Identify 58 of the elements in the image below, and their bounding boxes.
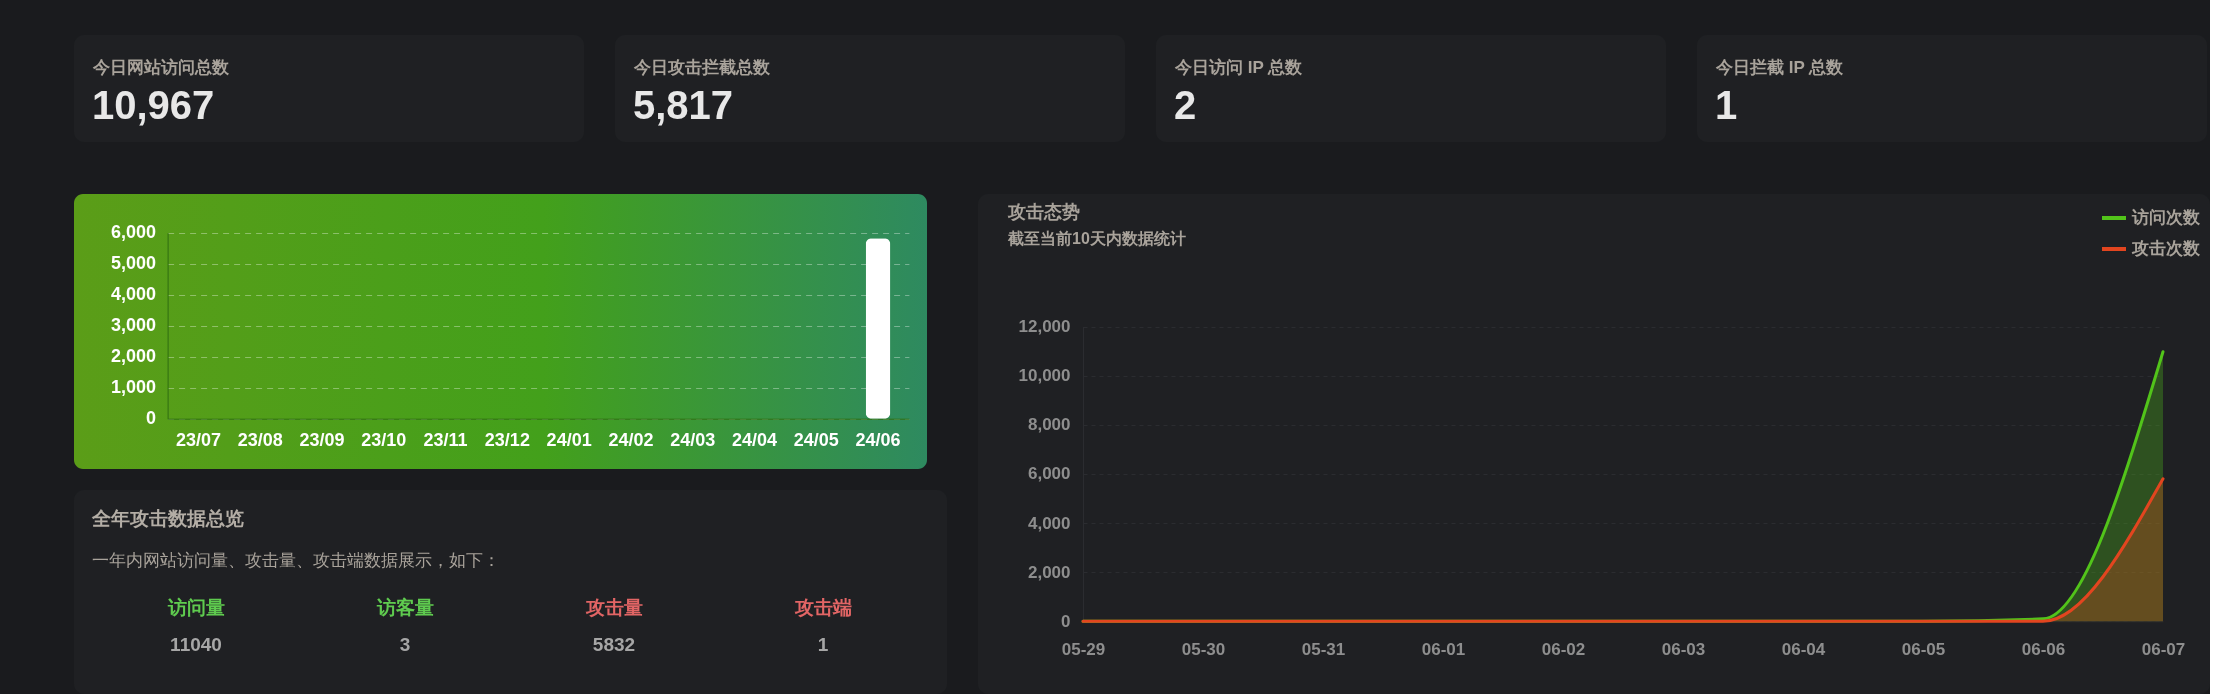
text: 11040: [170, 634, 222, 655]
x-tick-label: 06-07: [2141, 639, 2186, 659]
y-tick-label: 12,000: [1018, 317, 1071, 336]
x-tick-label: 06-01: [1421, 639, 1466, 659]
text: 1: [1715, 83, 1738, 127]
y-tick-label: 2,000: [1027, 562, 1071, 582]
category-label: 访客量: [375, 597, 434, 618]
y-tick-label: 0: [146, 408, 157, 429]
y-tick-label: 5,000: [111, 253, 157, 274]
category-label: 攻击端: [793, 597, 852, 618]
category-label: 访问量: [166, 597, 225, 618]
x-tick-label: 24/06: [855, 430, 901, 451]
text: 5,817: [633, 83, 734, 127]
x-tick-label: 06-02: [1541, 639, 1586, 659]
legend-label: 攻击次数: [2131, 239, 2201, 258]
y-tick-label: 3,000: [111, 315, 157, 336]
x-tick-label: 23/07: [175, 430, 222, 451]
chart-subtitle: 截至当前10天内数据统计: [1007, 230, 1186, 247]
y-tick-label: 4,000: [111, 284, 157, 305]
x-tick-label: 05-29: [1061, 639, 1106, 659]
y-tick-label: 0: [1061, 611, 1071, 631]
legend-label: 访问次数: [2131, 208, 2201, 227]
x-tick-label: 24/04: [731, 430, 777, 451]
category-label: 攻击量: [584, 597, 643, 618]
y-tick-label: 1,000: [111, 377, 157, 398]
text: 一年内网站访问量、攻击量、攻击端数据展示，如下：: [92, 551, 500, 570]
x-tick-label: 23/11: [423, 430, 468, 451]
x-tick-label: 05-30: [1181, 639, 1226, 659]
y-tick-label: 10,000: [1018, 366, 1071, 386]
category-label: 今日网站访问总数: [92, 58, 230, 77]
x-tick-label: 24/03: [670, 430, 716, 451]
text: 10,967: [92, 83, 215, 127]
text: 2: [1174, 83, 1197, 127]
x-tick-label: 06-06: [2021, 639, 2066, 659]
y-tick-label: 8,000: [1027, 415, 1071, 435]
x-tick-label: 23/09: [299, 430, 345, 451]
y-tick-label: 6,000: [1027, 464, 1071, 484]
x-tick-label: 23/08: [237, 430, 283, 451]
text: 1: [817, 634, 829, 655]
y-tick-label: 4,000: [1027, 513, 1071, 533]
y-tick-label: 6,000: [111, 222, 157, 243]
category-label: 今日拦截 IP 总数: [1715, 58, 1845, 77]
y-tick-label: 2,000: [111, 346, 157, 367]
x-tick-label: 06-04: [1781, 639, 1826, 659]
x-tick-label: 06-05: [1901, 639, 1946, 659]
x-tick-label: 23/12: [484, 430, 530, 451]
category-label: 今日访问 IP 总数: [1174, 58, 1304, 77]
category-label: 今日攻击拦截总数: [633, 58, 771, 77]
x-tick-label: 23/10: [361, 430, 407, 451]
text: 5832: [592, 634, 636, 655]
x-tick-label: 05-31: [1301, 639, 1346, 659]
chart-title: 攻击态势: [1007, 202, 1080, 222]
text: 3: [399, 634, 411, 655]
x-tick-label: 24/01: [546, 430, 592, 451]
x-tick-label: 06-03: [1661, 639, 1706, 659]
x-tick-label: 24/02: [608, 430, 654, 451]
text: 全年攻击数据总览: [91, 508, 244, 529]
x-tick-label: 24/05: [793, 430, 839, 451]
